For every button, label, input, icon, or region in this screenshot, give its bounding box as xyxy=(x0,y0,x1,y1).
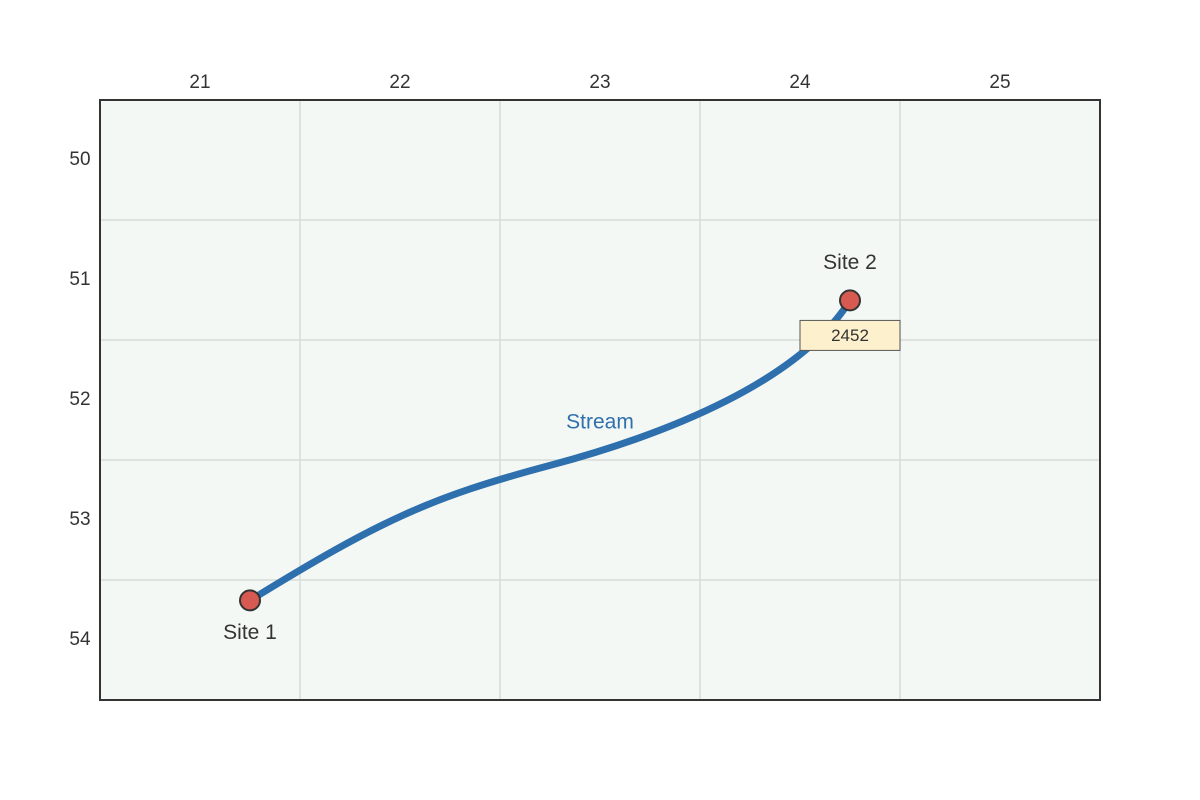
stream-marker: 2452 xyxy=(831,326,869,345)
row-label: 54 xyxy=(69,629,91,650)
column-label: 24 xyxy=(789,72,811,93)
row-label: 52 xyxy=(69,389,90,410)
column-label: 21 xyxy=(189,72,210,93)
column-label: 25 xyxy=(989,72,1010,93)
row-label: 53 xyxy=(69,509,90,530)
site xyxy=(839,289,861,312)
column-label: 23 xyxy=(589,72,610,93)
row-label: 51 xyxy=(69,269,90,290)
site xyxy=(239,589,261,612)
map-area xyxy=(100,100,1100,700)
row-label: 50 xyxy=(69,149,90,170)
site-label: Site 1 xyxy=(223,621,277,644)
column-label: 22 xyxy=(389,72,410,93)
stream xyxy=(246,296,854,604)
site-label: Site 2 xyxy=(823,251,877,274)
map-frame xyxy=(99,99,1101,701)
stream-marker-box xyxy=(799,319,901,351)
stream-label: Stream xyxy=(566,411,634,434)
